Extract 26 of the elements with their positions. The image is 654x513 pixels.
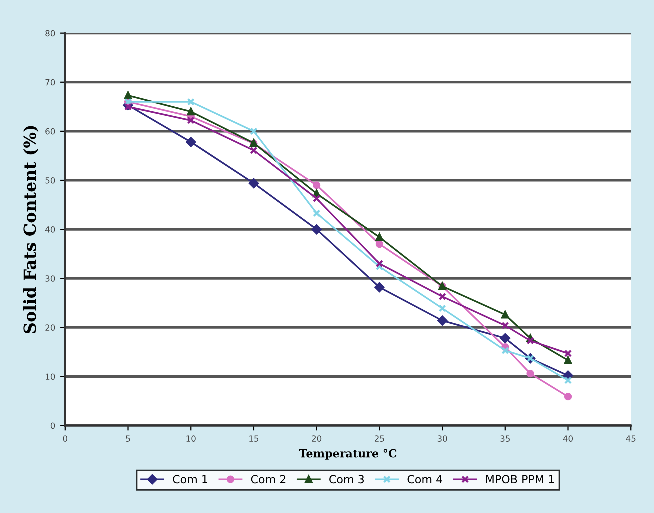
x-tick-label: 20 [312,436,322,442]
x-tick-label: 25 [374,436,384,442]
y-tick-label: 70 [46,79,56,86]
y-tick-label: 10 [46,374,56,380]
legend-label: Com 3 [330,475,364,484]
x-tick-label: 0 [63,436,68,442]
x-tick-label: 5 [126,436,130,442]
y-tick-label: 40 [45,226,56,233]
legend-label: Com 1 [173,475,208,484]
y-tick-label: 30 [46,276,56,282]
y-tick-label: 60 [46,128,56,135]
y-tick-label: 0 [50,422,56,430]
y-tick-label: 20 [46,324,56,331]
x-tick-label: 35 [500,436,510,442]
x-tick-label: 10 [186,436,196,442]
y-tick-label: 50 [46,177,56,184]
x-tick-label: 30 [438,436,448,442]
legend-label: Com 2 [251,475,286,484]
y-axis-title: Solid Fats Content (%) [23,126,39,334]
x-tick-label: 15 [250,436,259,442]
legend-label: MPOB PPM 1 [486,475,554,484]
x-tick-label: 45 [626,436,636,442]
legend-label: Com 4 [408,475,442,484]
x-axis-title: Temperature °C [299,449,397,460]
x-tick-label: 40 [563,436,573,442]
y-tick-label: 80 [46,30,56,37]
